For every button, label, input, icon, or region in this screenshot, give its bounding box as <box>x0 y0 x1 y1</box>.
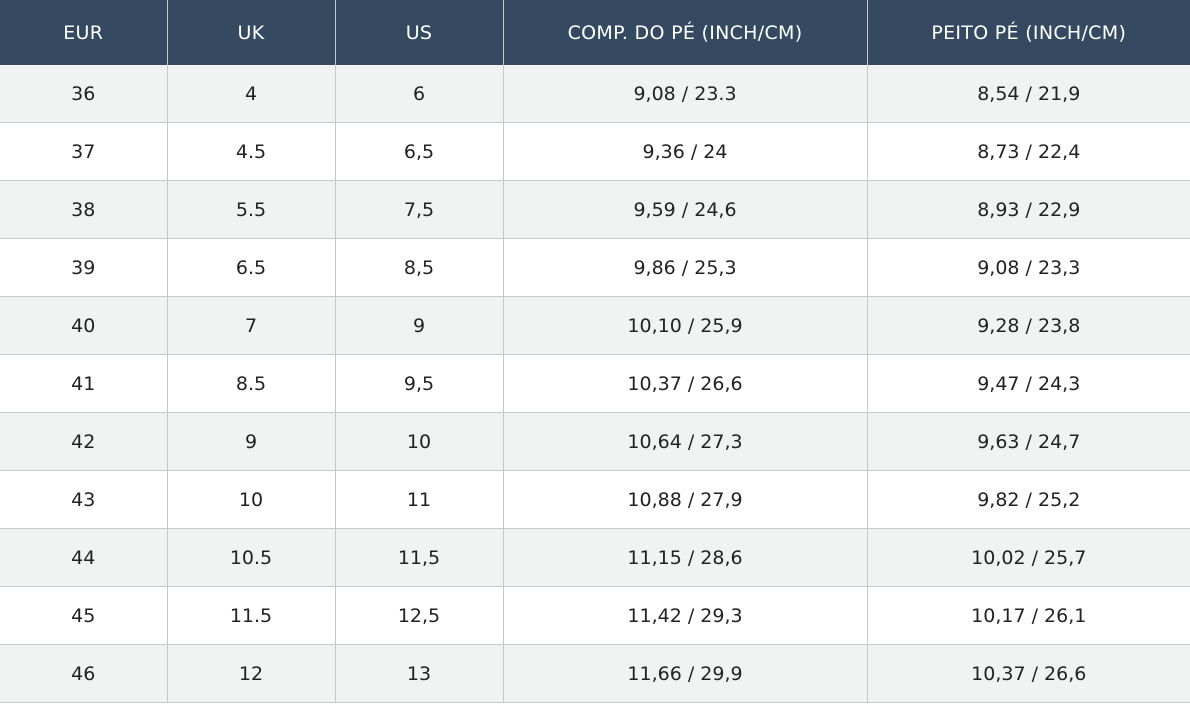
table-cell: 37 <box>0 122 168 181</box>
table-cell: 10,10 / 25,9 <box>502 296 868 355</box>
table-cell: 6 <box>334 65 504 123</box>
table-cell: 8,5 <box>334 238 504 297</box>
table-cell: 10,02 / 25,7 <box>866 528 1190 587</box>
table-cell: 8,73 / 22,4 <box>866 122 1190 181</box>
table-cell: 43 <box>0 470 168 529</box>
table-cell: 10,17 / 26,1 <box>866 586 1190 645</box>
table-row: 37 4.5 6,5 9,36 / 24 8,73 / 22,4 <box>0 122 1190 181</box>
column-header: PEITO PÉ (INCH/CM) <box>867 0 1190 65</box>
table-row: 44 10.5 11,5 11,15 / 28,6 10,02 / 25,7 <box>0 528 1190 587</box>
table-cell: 13 <box>334 644 504 703</box>
table-cell: 4.5 <box>166 122 336 181</box>
table-cell: 9,08 / 23.3 <box>502 65 868 123</box>
table-cell: 6.5 <box>166 238 336 297</box>
table-cell: 36 <box>0 65 168 123</box>
table-cell: 11,15 / 28,6 <box>502 528 868 587</box>
table-cell: 5.5 <box>166 180 336 239</box>
table-cell: 39 <box>0 238 168 297</box>
table-row: 46 12 13 11,66 / 29,9 10,37 / 26,6 <box>0 644 1190 703</box>
column-header: EUR <box>0 0 168 65</box>
table-cell: 10,37 / 26,6 <box>502 354 868 413</box>
table-row: 41 8.5 9,5 10,37 / 26,6 9,47 / 24,3 <box>0 354 1190 413</box>
table-cell: 9,86 / 25,3 <box>502 238 868 297</box>
table-row: 45 11.5 12,5 11,42 / 29,3 10,17 / 26,1 <box>0 586 1190 645</box>
table-row: 40 7 9 10,10 / 25,9 9,28 / 23,8 <box>0 296 1190 355</box>
table-cell: 11,66 / 29,9 <box>502 644 868 703</box>
table-cell: 11.5 <box>166 586 336 645</box>
table-cell: 11 <box>334 470 504 529</box>
table-cell: 9,59 / 24,6 <box>502 180 868 239</box>
table-cell: 10 <box>166 470 336 529</box>
table-cell: 10 <box>334 412 504 471</box>
table-row: 36 4 6 9,08 / 23.3 8,54 / 21,9 <box>0 65 1190 123</box>
table-cell: 45 <box>0 586 168 645</box>
header-row: EUR UK US COMP. DO PÉ (INCH/CM) PEITO PÉ (IN… <box>0 0 1190 65</box>
table-cell: 6,5 <box>334 122 504 181</box>
table-cell: 10,64 / 27,3 <box>502 412 868 471</box>
table-cell: 9 <box>334 296 504 355</box>
table-cell: 9,5 <box>334 354 504 413</box>
table-cell: 10,88 / 27,9 <box>502 470 868 529</box>
table-cell: 7 <box>166 296 336 355</box>
table-cell: 46 <box>0 644 168 703</box>
table-cell: 8,93 / 22,9 <box>866 180 1190 239</box>
table-cell: 9,08 / 23,3 <box>866 238 1190 297</box>
table-cell: 4 <box>166 65 336 123</box>
table-cell: 41 <box>0 354 168 413</box>
table-cell: 8.5 <box>166 354 336 413</box>
table-cell: 10,37 / 26,6 <box>866 644 1190 703</box>
table-cell: 11,42 / 29,3 <box>502 586 868 645</box>
table-cell: 38 <box>0 180 168 239</box>
table-cell: 9,28 / 23,8 <box>866 296 1190 355</box>
table-cell: 12,5 <box>334 586 504 645</box>
table-cell: 10.5 <box>166 528 336 587</box>
column-header: UK <box>167 0 336 65</box>
table-cell: 44 <box>0 528 168 587</box>
table-row: 38 5.5 7,5 9,59 / 24,6 8,93 / 22,9 <box>0 180 1190 239</box>
table-cell: 12 <box>166 644 336 703</box>
table-cell: 9 <box>166 412 336 471</box>
table-body: 36 4 6 9,08 / 23.3 8,54 / 21,9 37 4.5 6,5 9,36 /… <box>0 65 1190 703</box>
table-row: 42 9 10 10,64 / 27,3 9,63 / 24,7 <box>0 412 1190 471</box>
table-row: 43 10 11 10,88 / 27,9 9,82 / 25,2 <box>0 470 1190 529</box>
table-cell: 11,5 <box>334 528 504 587</box>
column-header: US <box>335 0 504 65</box>
column-header: COMP. DO PÉ (INCH/CM) <box>503 0 868 65</box>
table-cell: 42 <box>0 412 168 471</box>
table-cell: 9,47 / 24,3 <box>866 354 1190 413</box>
table-cell: 40 <box>0 296 168 355</box>
table-cell: 7,5 <box>334 180 504 239</box>
table-cell: 9,63 / 24,7 <box>866 412 1190 471</box>
table-cell: 8,54 / 21,9 <box>866 65 1190 123</box>
table-cell: 9,36 / 24 <box>502 122 868 181</box>
table-row: 39 6.5 8,5 9,86 / 25,3 9,08 / 23,3 <box>0 238 1190 297</box>
table-cell: 9,82 / 25,2 <box>866 470 1190 529</box>
